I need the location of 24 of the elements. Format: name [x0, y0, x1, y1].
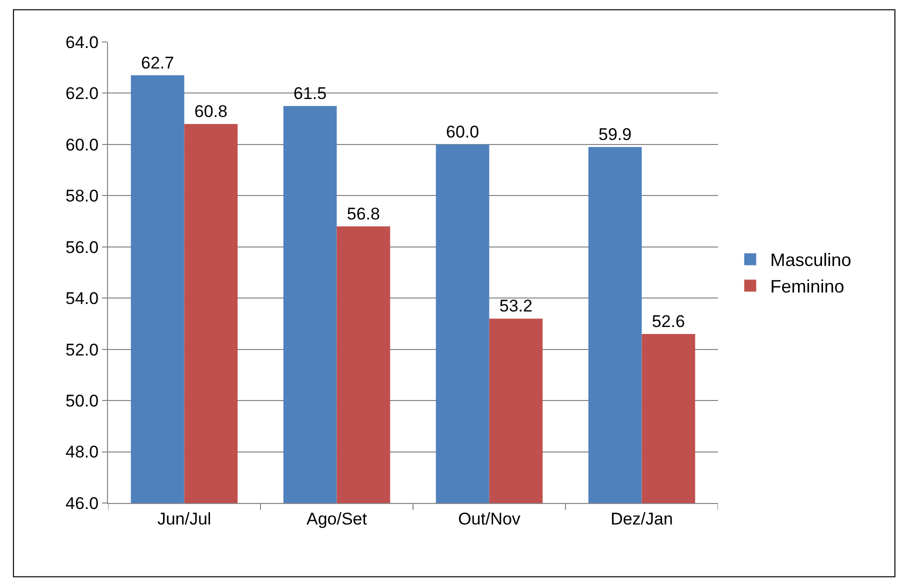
data-label: 60.0	[446, 122, 480, 142]
data-label: 59.9	[598, 125, 632, 144]
data-label: 61.5	[294, 84, 327, 104]
y-tick-label: 52.0	[66, 340, 99, 360]
x-tick-label: Dez/Jan	[610, 509, 673, 528]
y-tick-label: 46.0	[66, 494, 99, 513]
y-tick-label: 60.0	[66, 135, 99, 154]
y-tick-label: 56.0	[66, 238, 99, 257]
y-tick-label: 64.0	[66, 32, 99, 52]
data-label: 52.6	[652, 312, 685, 331]
y-tick-label: 48.0	[66, 442, 99, 462]
data-label: 62.7	[141, 53, 174, 72]
data-label: 56.8	[346, 204, 380, 224]
legend-label: Masculino	[770, 250, 852, 270]
y-tick-label: 54.0	[66, 289, 99, 308]
legend-label: Feminino	[770, 276, 844, 297]
x-tick-label: Out/Nov	[458, 509, 521, 528]
y-tick-label: 50.0	[66, 392, 99, 411]
y-tick-label: 62.0	[66, 84, 99, 104]
x-tick-label: Jun/Jul	[157, 509, 212, 528]
x-tick-label: Ago/Set	[306, 509, 368, 528]
y-tick-label: 58.0	[66, 186, 99, 206]
data-label: 53.2	[499, 296, 532, 316]
data-label: 60.8	[194, 102, 228, 121]
